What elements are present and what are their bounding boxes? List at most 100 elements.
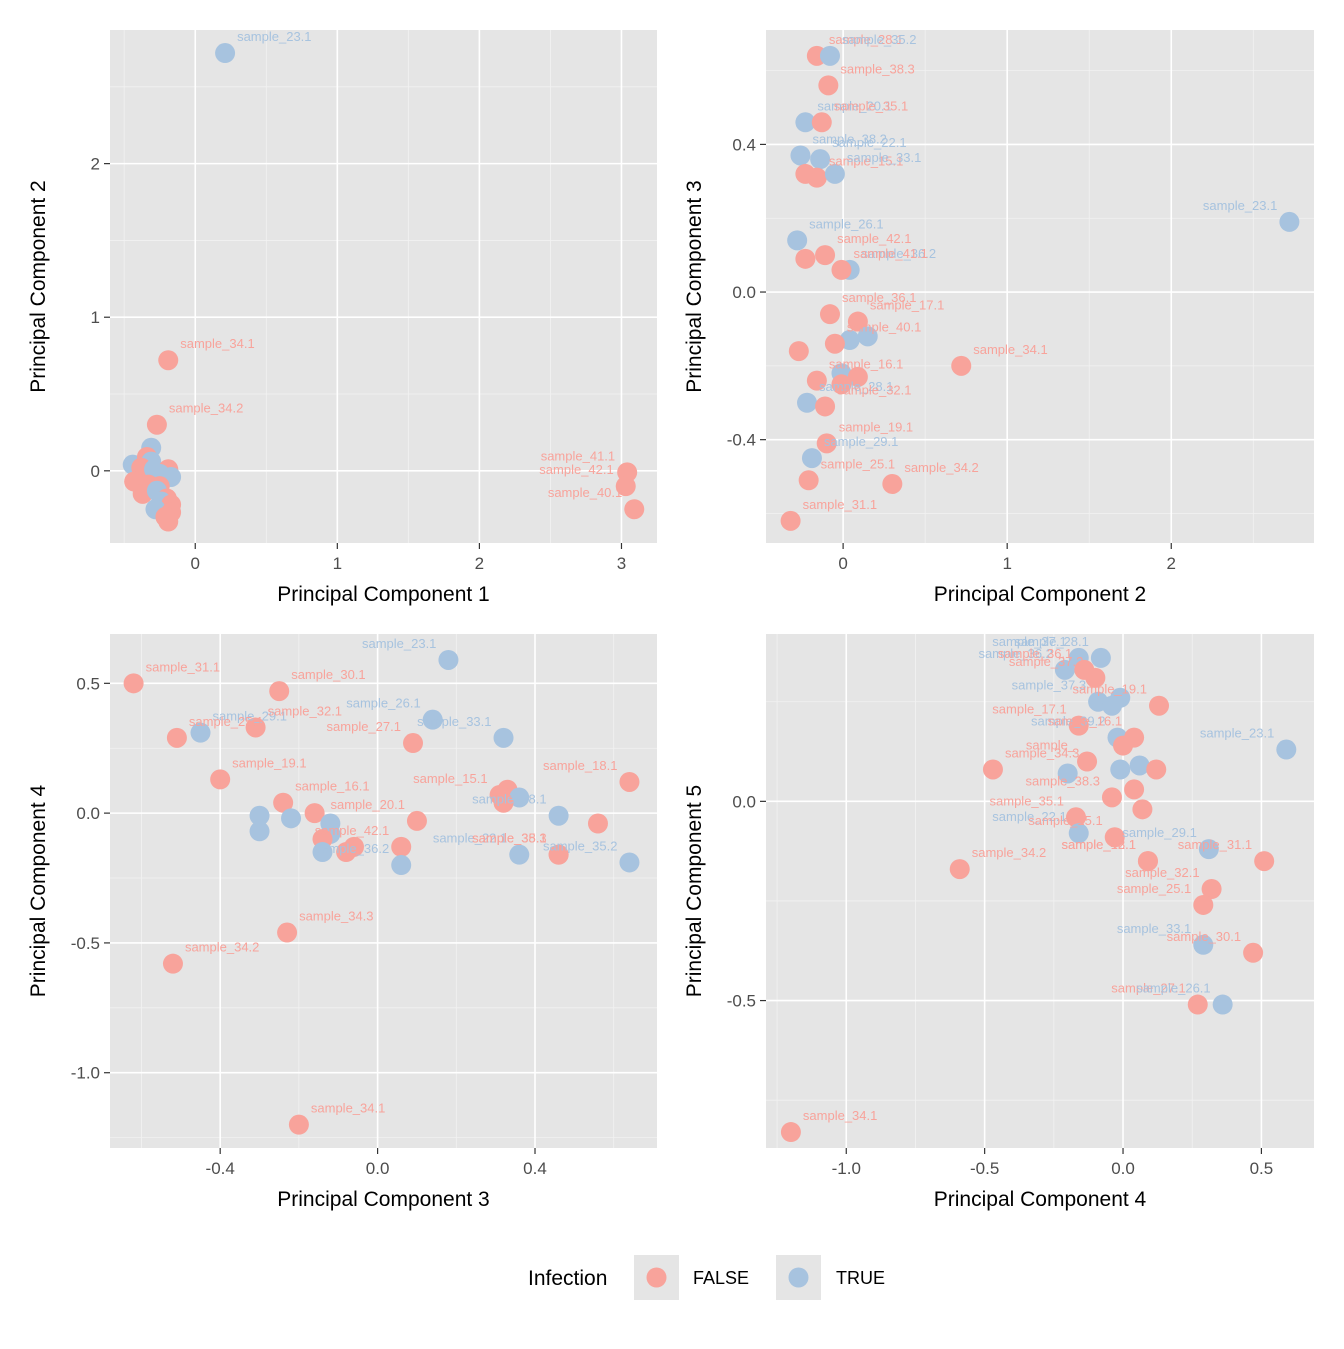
y-tick-label: 0.4 [732, 135, 756, 154]
point-label: sample_15.1 [413, 771, 487, 786]
x-tick-label: -0.5 [970, 1159, 999, 1178]
y-tick-label: 0.0 [732, 283, 756, 302]
data-point [882, 473, 903, 494]
data-points [123, 649, 640, 1135]
data-point [391, 836, 412, 857]
point-label: sample_ [1026, 738, 1076, 753]
data-point [1068, 715, 1089, 736]
y-axis-title: Principal Component 4 [27, 784, 50, 997]
data-point [1132, 799, 1153, 820]
point-label: sample_35.2 [543, 838, 617, 853]
y-tick-label: 1 [91, 308, 100, 327]
point-label: sample_31.1 [803, 497, 877, 512]
point-label: sample_35.1 [990, 793, 1064, 808]
x-tick-label: -0.4 [206, 1159, 235, 1178]
point-label: sample_34.1 [180, 336, 254, 351]
data-point [249, 821, 270, 842]
point-label: sample_34.1 [311, 1101, 385, 1116]
y-axis-title: Principal Component 5 [683, 785, 706, 997]
data-point [824, 163, 845, 184]
data-point [1193, 894, 1214, 915]
point-label: sample_38.1 [472, 792, 546, 807]
data-points [122, 43, 645, 532]
data-point [190, 722, 211, 743]
data-point [1243, 942, 1264, 963]
data-point [788, 341, 809, 362]
y-tick-label: -0.5 [71, 934, 100, 953]
data-point [949, 859, 970, 880]
point-label: sample_22.1 [832, 135, 906, 150]
point-label: sample_34.3 [299, 909, 373, 924]
point-label: sample_29.1 [1122, 825, 1196, 840]
data-point [806, 370, 827, 391]
data-point [249, 805, 270, 826]
x-tick-label: 2 [1167, 554, 1176, 573]
point-label: sample_15.1 [1028, 813, 1102, 828]
data-point [146, 414, 167, 435]
point-label: sample_36.2 [862, 246, 936, 261]
point-label: sample_32.1 [1125, 865, 1199, 880]
data-point [1085, 667, 1106, 688]
data-point [847, 311, 868, 332]
point-label: sample_22.1 [992, 809, 1066, 824]
point-label: sample_42.1 [1061, 837, 1135, 852]
point-label: sample_23.1 [1203, 198, 1277, 213]
legend-label-true: TRUE [836, 1268, 885, 1288]
panel-background [766, 634, 1314, 1148]
point-label: sample_15.1 [829, 154, 903, 169]
data-point [1110, 759, 1131, 780]
data-point [815, 245, 836, 266]
data-point [819, 304, 840, 325]
point-label: sample_36.2 [315, 841, 389, 856]
point-labels: sample_28.1sample_35.2sample_38.3sample_… [803, 32, 1278, 512]
data-point [422, 709, 443, 730]
point-label: sample_38.3 [840, 61, 914, 76]
point-label: sample_36.1 [998, 646, 1072, 661]
point-label: sample_28.1 [1014, 634, 1088, 649]
data-point [391, 855, 412, 876]
point-label: sample_31.1 [146, 659, 220, 674]
point-label: sample_33.1 [847, 150, 921, 165]
panel-1: 0 1 2 3 0 1 2 Principal Component 1 Principal Co… [27, 29, 657, 606]
data-point [624, 499, 645, 520]
data-point [797, 392, 818, 413]
y-axis-title: Principal Component 2 [27, 180, 50, 392]
x-axis-title: Principal Component 4 [934, 1188, 1147, 1211]
point-labels: sample_37.1sample_28.1sample_36.2sample_… [803, 634, 1274, 1123]
data-point [1068, 823, 1089, 844]
data-point [493, 792, 514, 813]
point-label: sample_26.1 [1136, 981, 1210, 996]
y-tick-label: -0.4 [727, 431, 756, 450]
point-label: sample_18.1 [543, 758, 617, 773]
data-point [493, 727, 514, 748]
data-point [1124, 779, 1145, 800]
point-label: sample_28.1 [829, 32, 903, 47]
data-point [158, 511, 179, 532]
point-label: sample_25.1 [1117, 881, 1191, 896]
point-label: sample_22.1 [433, 831, 507, 846]
data-point [336, 842, 357, 863]
data-point [273, 792, 294, 813]
data-point [1104, 827, 1125, 848]
data-point [811, 112, 832, 133]
data-point [403, 733, 424, 754]
point-label: sample_32.1 [837, 382, 911, 397]
data-point [819, 45, 840, 66]
data-point [1276, 739, 1297, 760]
x-axis-title: Principal Component 1 [277, 583, 489, 606]
point-label: sample_16.1 [1048, 714, 1122, 729]
data-point [847, 366, 868, 387]
data-point [798, 470, 819, 491]
data-point [1198, 839, 1219, 860]
legend-point-false [646, 1267, 667, 1288]
point-label: sample_19.1 [232, 755, 306, 770]
data-point [1057, 763, 1078, 784]
legend: Infection FALSE TRUE [528, 1255, 885, 1300]
point-label: sample_34.2 [169, 401, 243, 416]
point-label: sample_27.1 [1111, 981, 1185, 996]
x-tick-label: 0.5 [1250, 1159, 1274, 1178]
point-label: sample_28.1 [819, 379, 893, 394]
panel-2: 0 1 2 -0.4 0.0 0.4 Principal Component 2 Princi… [683, 30, 1314, 606]
data-point [281, 808, 302, 829]
point-label: sample_36.1 [842, 290, 916, 305]
